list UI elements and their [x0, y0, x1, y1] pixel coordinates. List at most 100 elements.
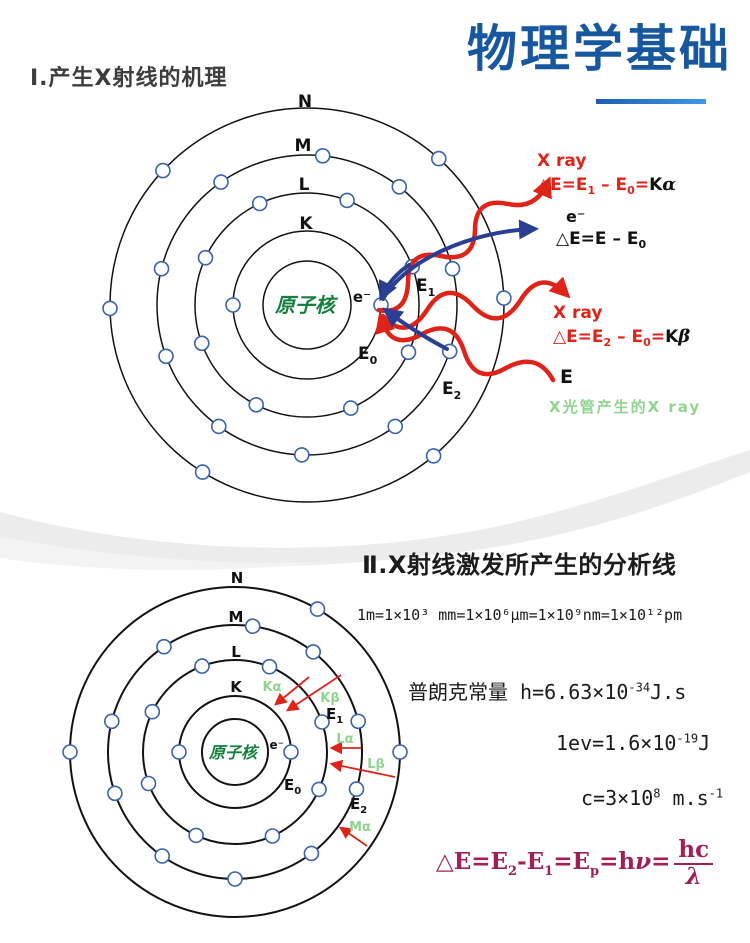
electron — [194, 335, 210, 352]
nucleus-circle — [262, 260, 352, 350]
nucleus-circle-2 — [201, 718, 269, 786]
electron — [311, 781, 327, 798]
section2-heading: Ⅱ.X射线激发所产生的分析线 — [362, 551, 677, 579]
energy-label-E1-2: E1 — [326, 705, 343, 726]
transition-malpha — [338, 826, 368, 847]
electron — [248, 396, 265, 413]
electron — [348, 781, 365, 797]
energy-label-E0: E0 — [358, 344, 378, 367]
electron — [102, 300, 118, 317]
electron — [156, 638, 172, 655]
light-speed-line: c=3×108 m.s-1 — [581, 786, 724, 810]
electron — [496, 290, 512, 306]
electron — [387, 418, 404, 435]
electron — [342, 400, 359, 416]
k-electron-label-2: e⁻ — [270, 738, 284, 752]
electron — [309, 601, 326, 617]
electron — [314, 714, 330, 730]
electron — [211, 418, 227, 435]
transition-kbeta — [285, 674, 342, 712]
electron — [213, 174, 229, 190]
xray-wave-incoming — [375, 312, 556, 383]
energy-formula: △E=E2-E1=Ep=hν= hc λ — [436, 837, 714, 889]
electronvolt-line: 1ev=1.6×10-19J — [556, 731, 711, 755]
electron — [188, 827, 204, 844]
electron — [251, 195, 268, 212]
energy-label-E0-2: E0 — [284, 776, 301, 797]
electron — [158, 348, 174, 365]
electron — [153, 260, 170, 277]
annotation-kbeta: X ray △E=E2 – E0=Kβ — [553, 302, 690, 351]
title-underline — [596, 99, 706, 104]
kbeta-equation: △E=E2 – E0=Kβ — [553, 325, 691, 349]
electron — [392, 744, 408, 760]
electron — [283, 744, 299, 760]
label-lalpha: Lα — [336, 732, 353, 747]
electron — [144, 703, 161, 720]
electron — [339, 192, 355, 209]
transition-arrow-L-to-K — [378, 263, 411, 302]
energy-label-E2: E2 — [442, 379, 461, 402]
electron — [194, 464, 211, 480]
annotation-photoelectron: e⁻ △E=E – E0 — [556, 206, 646, 252]
electron — [194, 658, 210, 674]
transition-lbeta — [329, 759, 396, 778]
atom-diagram-1: N M L K 原子核 e⁻ E0 E1 E2 — [102, 92, 571, 503]
shell-label-N-2: N — [231, 569, 244, 587]
xray-wave-kalpha — [376, 176, 552, 313]
shell-label-M-2: M — [229, 608, 244, 626]
electron — [303, 845, 320, 862]
page-title: 物理学基础 — [467, 20, 732, 78]
shell-label-L-2: L — [231, 643, 241, 661]
shell-label-K-2: K — [230, 678, 243, 696]
electron — [314, 148, 331, 164]
electron — [293, 447, 310, 463]
section1-heading: Ⅰ.产生X射线的机理 — [30, 66, 228, 91]
electron — [197, 249, 214, 266]
atom-diagram-2: N M L K 原子核 e⁻ E0 E1 E2 Kα Kβ Lα Lβ Mα — [62, 569, 408, 918]
shell-label-K: K — [299, 214, 313, 234]
xray-wave-kbeta — [380, 276, 571, 330]
electron — [400, 344, 417, 361]
k-electron-label: e⁻ — [353, 288, 371, 306]
nucleus-label-2: 原子核 — [208, 743, 260, 762]
label-kbeta: Kβ — [320, 691, 339, 706]
energy-label-E1: E1 — [416, 276, 435, 299]
transition-arrow-M-to-K — [382, 307, 449, 351]
electron — [430, 150, 447, 167]
electron — [62, 744, 78, 760]
hc-over-lambda-fraction: hc λ — [674, 837, 714, 889]
shell-L — [194, 192, 420, 418]
annotation-kalpha: X ray △E=E1 – E0=Kα — [537, 150, 676, 199]
unit-conversion-line: 1m=1×10³ mm=1×10⁶μm=1×10⁹nm=1×10¹²pm — [357, 606, 683, 624]
kalpha-equation: △E=E1 – E0=Kα — [537, 173, 677, 197]
xray-tube-caption: X光管产生的X ray — [549, 398, 702, 416]
electron — [391, 179, 408, 195]
electron — [107, 785, 123, 802]
photoelectron-equation: △E=E – E0 — [556, 228, 647, 251]
shell-L-2 — [142, 659, 328, 845]
electron — [140, 775, 157, 792]
electron — [155, 162, 171, 179]
electron — [261, 658, 278, 675]
electron — [154, 848, 170, 864]
planck-constant-line: 普朗克常量 h=6.63×10-34J.s — [408, 680, 687, 704]
label-kalpha: Kα — [262, 680, 281, 695]
electron — [425, 448, 442, 464]
xray-label-1: X ray — [537, 151, 587, 171]
shell-label-L: L — [299, 175, 310, 195]
xray-label-2: X ray — [553, 303, 603, 323]
electrons-group-2 — [62, 601, 408, 887]
shell-label-M: M — [295, 136, 312, 156]
energy-label-E2-2: E2 — [350, 795, 367, 816]
electron — [305, 644, 322, 660]
label-lbeta: Lβ — [367, 757, 385, 772]
electron — [171, 744, 187, 760]
incoming-energy-label: E — [560, 366, 573, 388]
swoosh-divider — [0, 450, 750, 570]
ejected-electron-label: e⁻ — [566, 207, 586, 226]
transition-kalpha — [274, 676, 310, 706]
electron — [264, 828, 281, 844]
